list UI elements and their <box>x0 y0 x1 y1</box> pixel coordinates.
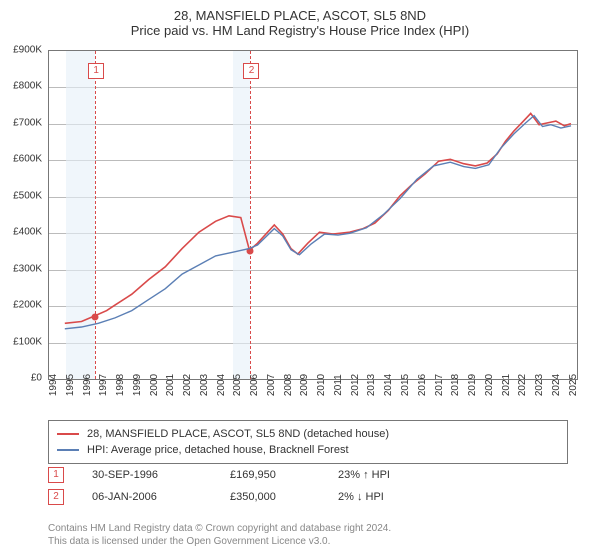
sales-events: 1 30-SEP-1996 £169,950 23% ↑ HPI 2 06-JAN-200… <box>48 464 438 508</box>
x-axis-label: 2011 <box>333 374 344 396</box>
x-axis-label: 2003 <box>199 374 210 396</box>
attribution-line: Contains HM Land Registry data © Crown c… <box>48 522 391 535</box>
x-axis-label: 2008 <box>283 374 294 396</box>
x-axis-label: 2023 <box>534 374 545 396</box>
x-axis-label: 2007 <box>266 374 277 396</box>
sale-price: £350,000 <box>230 486 310 508</box>
y-axis-label: £200K <box>13 300 42 311</box>
x-axis-label: 2022 <box>517 374 528 396</box>
sale-hpi-delta: 23% ↑ HPI <box>338 464 438 486</box>
legend-label: HPI: Average price, detached house, Brac… <box>87 442 349 458</box>
x-axis-label: 1995 <box>65 374 76 396</box>
x-axis-label: 2015 <box>400 374 411 396</box>
legend: 28, MANSFIELD PLACE, ASCOT, SL5 8ND (det… <box>48 420 568 464</box>
x-axis-label: 2001 <box>165 374 176 396</box>
sale-row: 2 06-JAN-2006 £350,000 2% ↓ HPI <box>48 486 438 508</box>
sale-index-marker: 1 <box>48 467 64 483</box>
y-axis-label: £0 <box>31 373 42 384</box>
x-axis-label: 2020 <box>484 374 495 396</box>
x-axis-label: 2010 <box>316 374 327 396</box>
x-axis-label: 2017 <box>434 374 445 396</box>
y-axis-label: £600K <box>13 154 42 165</box>
x-axis-label: 2009 <box>299 374 310 396</box>
y-axis-label: £700K <box>13 117 42 128</box>
legend-swatch <box>57 449 79 451</box>
x-axis-label: 2005 <box>232 374 243 396</box>
sale-price: £169,950 <box>230 464 310 486</box>
x-axis-label: 2025 <box>568 374 579 396</box>
x-axis-label: 2018 <box>450 374 461 396</box>
sale-date: 06-JAN-2006 <box>92 486 202 508</box>
legend-label: 28, MANSFIELD PLACE, ASCOT, SL5 8ND (det… <box>87 426 389 442</box>
data-attribution: Contains HM Land Registry data © Crown c… <box>48 522 391 548</box>
legend-item: HPI: Average price, detached house, Brac… <box>57 442 559 458</box>
x-axis-label: 2019 <box>467 374 478 396</box>
page-subtitle: Price paid vs. HM Land Registry's House … <box>0 23 600 44</box>
x-axis-label: 2016 <box>417 374 428 396</box>
x-axis-label: 2000 <box>149 374 160 396</box>
x-axis-label: 2002 <box>182 374 193 396</box>
sale-row: 1 30-SEP-1996 £169,950 23% ↑ HPI <box>48 464 438 486</box>
sale-hpi-delta: 2% ↓ HPI <box>338 486 438 508</box>
x-axis-label: 1996 <box>82 374 93 396</box>
y-axis-label: £500K <box>13 190 42 201</box>
x-axis-label: 1999 <box>132 374 143 396</box>
x-axis-label: 1997 <box>98 374 109 396</box>
y-axis-label: £900K <box>13 45 42 56</box>
x-axis-label: 1994 <box>48 374 59 396</box>
x-axis-label: 2012 <box>350 374 361 396</box>
series-hpi <box>65 116 571 329</box>
x-axis-label: 1998 <box>115 374 126 396</box>
x-axis-label: 2014 <box>383 374 394 396</box>
x-axis-label: 2006 <box>249 374 260 396</box>
attribution-line: This data is licensed under the Open Gov… <box>48 535 391 548</box>
legend-swatch <box>57 433 79 435</box>
price-chart: 12 £0£100K£200K£300K£400K£500K£600K£700K… <box>48 50 578 380</box>
y-axis-label: £800K <box>13 81 42 92</box>
sale-date: 30-SEP-1996 <box>92 464 202 486</box>
x-axis-label: 2021 <box>501 374 512 396</box>
x-axis-label: 2004 <box>216 374 227 396</box>
series-property <box>65 113 571 323</box>
y-axis-label: £400K <box>13 227 42 238</box>
y-axis-label: £300K <box>13 263 42 274</box>
x-axis-label: 2013 <box>366 374 377 396</box>
legend-item: 28, MANSFIELD PLACE, ASCOT, SL5 8ND (det… <box>57 426 559 442</box>
y-axis-label: £100K <box>13 336 42 347</box>
x-axis-label: 2024 <box>551 374 562 396</box>
sale-index-marker: 2 <box>48 489 64 505</box>
page-title: 28, MANSFIELD PLACE, ASCOT, SL5 8ND <box>0 0 600 23</box>
